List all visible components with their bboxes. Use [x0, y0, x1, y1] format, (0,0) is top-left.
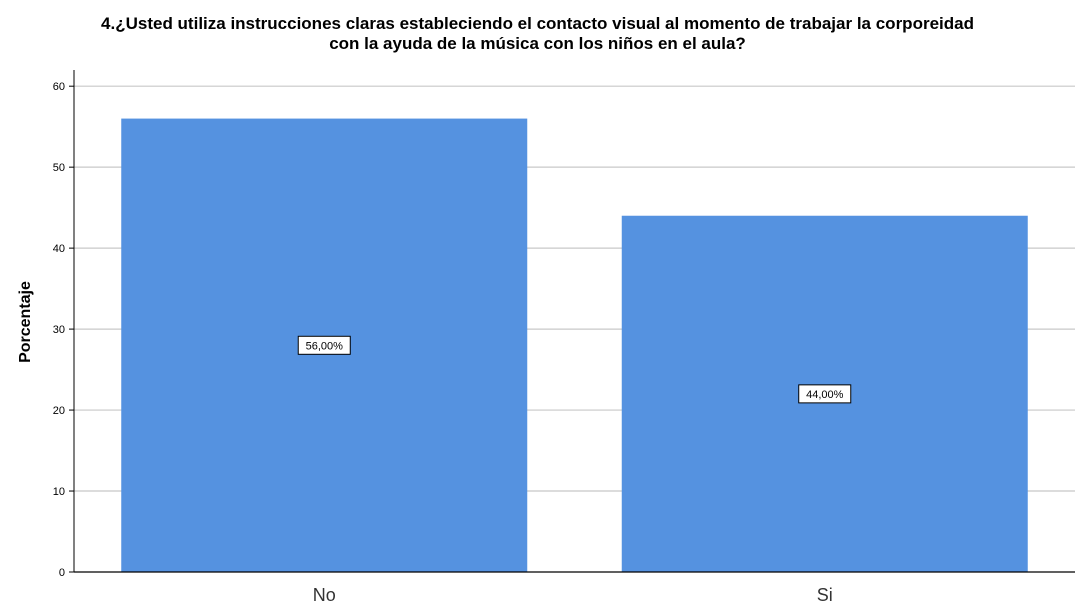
chart-title-line-2: con la ayuda de la música con los niños … [329, 34, 746, 53]
y-tick-label: 40 [53, 243, 65, 255]
y-tick-label: 50 [53, 162, 65, 174]
data-label-box [798, 384, 852, 404]
axes: 0 10 20 30 40 50 60 No Si [53, 70, 1075, 603]
data-label-box [297, 335, 351, 355]
chart-title-line-1: 4.¿Usted utiliza instrucciones claras es… [101, 14, 974, 33]
bars [121, 118, 1028, 573]
data-labels: 56,00% 44,00% [297, 335, 852, 404]
x-category-label: Si [817, 585, 833, 603]
y-tick-label: 20 [53, 405, 65, 417]
x-category-label: No [313, 585, 336, 603]
chart-title: 4.¿Usted utiliza instrucciones claras es… [0, 14, 1075, 54]
data-label-text: 56,00% [306, 340, 344, 352]
data-label: 44,00% [798, 384, 852, 404]
y-tick-label: 0 [59, 567, 65, 579]
data-label: 56,00% [297, 335, 351, 355]
data-label-text: 44,00% [806, 389, 844, 401]
y-tick-label: 30 [53, 324, 65, 336]
y-tick-label: 60 [53, 81, 65, 93]
y-axis-label: Porcentaje [17, 281, 34, 363]
y-tick-label: 10 [53, 486, 65, 498]
